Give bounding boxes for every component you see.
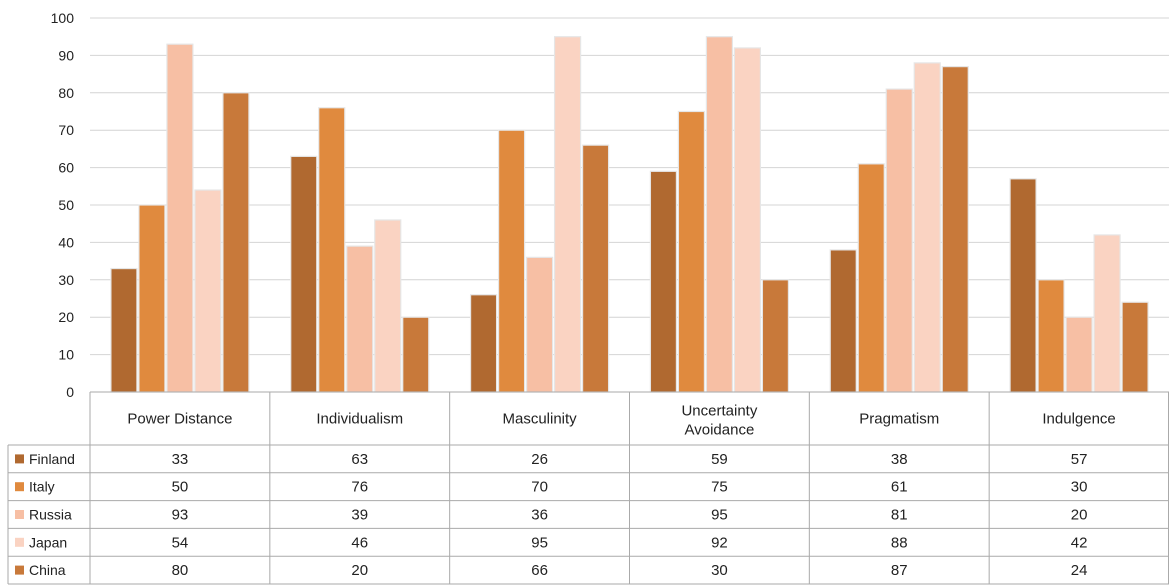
bar [110, 267, 138, 393]
y-tick-label: 90 [58, 47, 74, 63]
legend-swatch [15, 454, 24, 464]
category-label: Power Distance [127, 411, 232, 428]
bar [318, 107, 346, 393]
table-cell-value: 88 [891, 534, 908, 551]
table-cell-value: 38 [891, 451, 908, 468]
table-cell-value: 24 [1071, 562, 1088, 579]
table-cell-value: 30 [711, 562, 728, 579]
table-cell-value: 59 [711, 451, 728, 468]
table-cell-value: 42 [1071, 534, 1088, 551]
category-label: Masculinity [502, 411, 577, 428]
bar [374, 219, 402, 393]
bar [222, 92, 250, 393]
y-tick-label: 20 [58, 309, 74, 325]
y-tick-label: 30 [58, 272, 74, 288]
bar [705, 36, 734, 393]
table-cell-value: 20 [351, 562, 368, 579]
y-tick-label: 100 [51, 10, 75, 26]
y-tick-label: 60 [58, 160, 74, 176]
bar [553, 36, 582, 393]
bar [290, 155, 318, 393]
table-cell-value: 75 [711, 479, 728, 496]
table-cell-value: 92 [711, 534, 728, 551]
y-tick-label: 80 [58, 85, 74, 101]
bar [941, 66, 969, 393]
bar [1093, 234, 1121, 393]
table-cell-value: 57 [1071, 451, 1088, 468]
y-tick-label: 0 [66, 384, 74, 400]
category-label-line: Uncertainty [681, 403, 757, 420]
table-cell-value: 95 [711, 507, 728, 524]
bar [1121, 301, 1149, 393]
bar [1037, 279, 1065, 393]
table-cell-value: 46 [351, 534, 368, 551]
bar [138, 204, 166, 393]
table-cell-value: 26 [531, 451, 548, 468]
category-label: Individualism [316, 411, 403, 428]
table-cell-value: 30 [1071, 479, 1088, 496]
gridlines [90, 17, 1169, 393]
bar [581, 144, 610, 393]
category-label: Indulgence [1042, 411, 1115, 428]
bar [194, 189, 222, 393]
legend-swatch [15, 537, 24, 547]
bar [829, 249, 857, 393]
table-cell-value: 50 [172, 479, 189, 496]
bars [110, 36, 1149, 393]
bar [402, 316, 430, 393]
table-cell-value: 93 [172, 507, 189, 524]
table-cell-value: 61 [891, 479, 908, 496]
legend-swatch [15, 482, 24, 492]
legend-label: Finland [29, 451, 75, 467]
y-tick-label: 40 [58, 234, 74, 250]
category-label-line: Avoidance [685, 422, 755, 439]
bar [677, 110, 706, 393]
legend-label: Japan [29, 534, 67, 550]
bar [497, 129, 526, 393]
category-label: Uncertainty Avoidance [681, 403, 757, 439]
table-cell-value: 20 [1071, 507, 1088, 524]
table-cell-value: 76 [351, 479, 368, 496]
y-tick-label: 10 [58, 347, 74, 363]
bar [913, 62, 941, 393]
table-cell-value: 63 [351, 451, 368, 468]
bar [649, 170, 678, 393]
table-cell-value: 54 [172, 534, 189, 551]
table-cell-value: 80 [172, 562, 189, 579]
legend-label: Russia [29, 507, 72, 523]
bar [1009, 178, 1037, 393]
table-cell-value: 95 [531, 534, 548, 551]
table-cell-value: 39 [351, 507, 368, 524]
legend-swatch [15, 510, 24, 519]
bar [1065, 316, 1093, 393]
bar [525, 256, 554, 393]
table-cell-value: 36 [531, 507, 548, 524]
table-cell-value: 70 [531, 479, 548, 496]
bar [857, 163, 885, 393]
bar [469, 294, 498, 393]
table-cell-value: 66 [531, 562, 548, 579]
legend-label: Italy [29, 479, 55, 495]
bar [346, 245, 374, 393]
y-axis-ticks: 0 10 20 30 40 50 60 70 80 90 100 [51, 10, 75, 400]
bar [733, 47, 762, 393]
data-table: Power Distance Individualism Masculinity Un… [7, 391, 1169, 585]
bar [761, 279, 790, 393]
y-tick-label: 70 [58, 122, 74, 138]
bar [166, 43, 194, 393]
bar [885, 88, 913, 393]
legend-label: China [29, 562, 66, 578]
table-cell-value: 33 [172, 451, 189, 468]
legend-swatch [15, 565, 24, 575]
y-tick-label: 50 [58, 197, 74, 213]
category-label: Pragmatism [859, 411, 939, 428]
table-cell-value: 87 [891, 562, 908, 579]
table-cell-value: 81 [891, 507, 908, 524]
